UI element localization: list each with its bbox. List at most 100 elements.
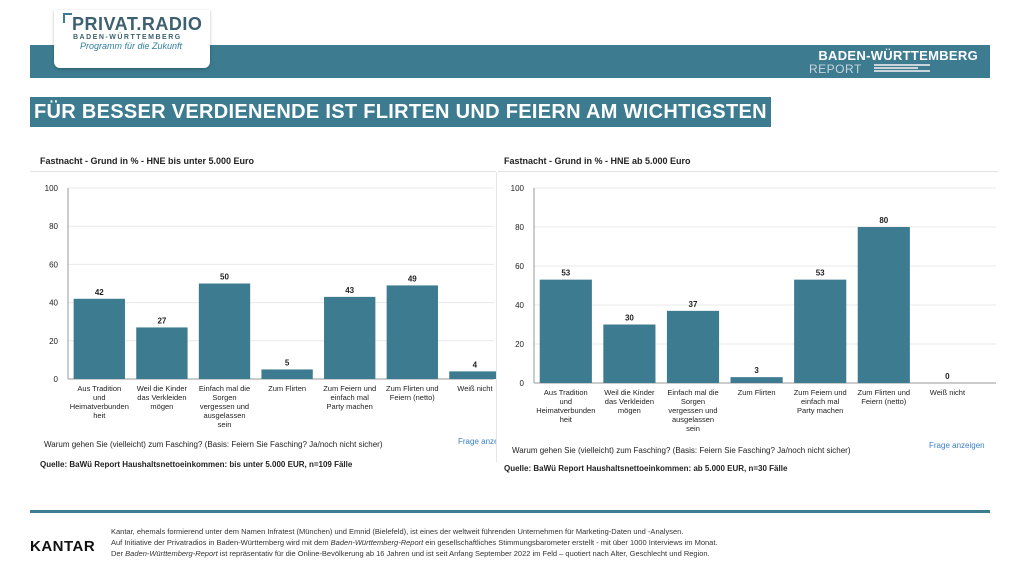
x-tick-label: Zum Flirten: [738, 388, 776, 397]
bar: [666, 310, 720, 383]
data-label: 5: [285, 358, 290, 367]
chart-panel-left: Fastnacht - Grund in % - HNE bis unter 5…: [30, 150, 496, 480]
footer-line-3: Der Baden-Württemberg-Report ist repräse…: [111, 549, 710, 558]
brand-line2: REPORT: [809, 62, 862, 76]
data-label: 0: [945, 372, 950, 381]
bar: [386, 285, 438, 379]
question-text: Warum gehen Sie (vielleicht) zum Faschin…: [44, 440, 383, 449]
x-tick-label: sein: [686, 424, 700, 433]
y-tick-label: 0: [54, 375, 59, 384]
logo-corner-mark: [63, 13, 72, 23]
chart-panel-right: Fastnacht - Grund in % - HNE ab 5.000 Eu…: [498, 150, 998, 480]
data-label: 27: [157, 316, 166, 325]
bar: [539, 279, 592, 383]
x-tick-label: sein: [218, 420, 232, 429]
x-tick-label: Aus Tradition: [544, 388, 588, 397]
bar: [73, 298, 125, 379]
title-divider: [498, 171, 998, 172]
x-tick-label: Heimatverbunden: [70, 402, 129, 411]
brand-line1: BADEN-WÜRTTEMBERG: [818, 48, 978, 63]
y-tick-label: 80: [515, 223, 524, 232]
question-text: Warum gehen Sie (vielleicht) zum Faschin…: [512, 446, 851, 455]
x-tick-label: Einfach mal die: [199, 384, 250, 393]
data-label: 53: [816, 269, 825, 278]
x-tick-label: einfach mal: [801, 397, 840, 406]
data-label: 37: [689, 300, 698, 309]
y-tick-label: 20: [515, 340, 524, 349]
data-label: 3: [754, 366, 759, 375]
x-tick-label: Zum Flirten und: [386, 384, 439, 393]
data-label: 43: [345, 286, 354, 295]
x-tick-label: Zum Feiern und: [323, 384, 376, 393]
bar: [730, 377, 783, 383]
x-tick-label: ausgelassen: [203, 411, 245, 420]
panel-divider: [496, 172, 497, 462]
x-tick-label: Zum Flirten und: [858, 388, 911, 397]
title-divider: [30, 171, 496, 172]
chart-title: Fastnacht - Grund in % - HNE bis unter 5…: [40, 156, 255, 166]
y-tick-label: 40: [49, 299, 58, 308]
x-tick-label: das Verkleiden: [605, 397, 654, 406]
y-tick-label: 40: [515, 301, 524, 310]
kantar-logo: KANTAR: [30, 538, 96, 555]
frage-anzeigen-link[interactable]: Frage anzeigen: [458, 437, 496, 446]
x-tick-label: Party machen: [797, 406, 843, 415]
y-tick-label: 60: [49, 260, 58, 269]
footer-divider: [30, 510, 990, 513]
x-tick-label: und: [93, 393, 106, 402]
logo-tagline: Programm für die Zukunft: [80, 41, 183, 51]
x-tick-label: Weiß nicht: [930, 388, 966, 397]
footer-line-1: Kantar, ehemals formierend unter dem Nam…: [111, 527, 684, 536]
frage-anzeigen-link[interactable]: Frage anzeigen: [929, 441, 985, 450]
logo-subtitle: BADEN-WÜRTTEMBERG: [73, 34, 182, 41]
y-tick-label: 60: [515, 262, 524, 271]
source-text: Quelle: BaWü Report Haushaltsnettoeinkom…: [40, 460, 353, 469]
bar: [794, 279, 847, 383]
source-text: Quelle: BaWü Report Haushaltsnettoeinkom…: [504, 464, 788, 473]
bar: [261, 369, 313, 379]
x-tick-label: Weil die Kinder: [137, 384, 188, 393]
x-tick-label: einfach mal: [331, 393, 370, 402]
footer-line-2: Auf Initiative der Privatradios in Baden…: [111, 538, 718, 547]
data-label: 4: [473, 360, 478, 369]
bar: [136, 327, 188, 379]
x-tick-label: Zum Flirten: [268, 384, 306, 393]
x-tick-label: Feiern (netto): [390, 393, 436, 402]
data-label: 42: [95, 288, 104, 297]
x-tick-label: das Verkleiden: [137, 393, 186, 402]
x-tick-label: Sorgen: [681, 397, 705, 406]
x-tick-label: mögen: [618, 406, 641, 415]
x-tick-label: vergessen und: [668, 406, 717, 415]
bar: [449, 371, 496, 379]
x-tick-label: Zum Feiern und: [794, 388, 847, 397]
data-label: 50: [220, 273, 229, 282]
bar: [324, 296, 376, 379]
y-tick-label: 80: [49, 222, 58, 231]
x-tick-label: Einfach mal die: [667, 388, 718, 397]
y-tick-label: 20: [49, 337, 58, 346]
x-tick-label: vergessen und: [200, 402, 249, 411]
logo-title: PRIVAT.RADIO: [72, 14, 203, 34]
x-tick-label: und: [560, 397, 573, 406]
y-tick-label: 100: [511, 184, 525, 193]
footer-text: Kantar, ehemals formierend unter dem Nam…: [111, 526, 718, 559]
x-tick-label: Aus Tradition: [77, 384, 121, 393]
x-tick-label: Party machen: [327, 402, 373, 411]
bar: [198, 283, 251, 379]
x-tick-label: Heimatverbunden: [536, 406, 595, 415]
bar: [857, 227, 910, 383]
x-tick-label: Weil die Kinder: [604, 388, 655, 397]
bar-chart-left: 0 20 40 60 80 100 42 Aus TraditionundHeimatverb…: [45, 184, 496, 429]
data-label: 49: [408, 274, 417, 283]
data-label: 53: [561, 269, 570, 278]
bar: [603, 324, 656, 383]
x-tick-label: mögen: [150, 402, 173, 411]
x-tick-label: Weiß nicht: [457, 384, 493, 393]
data-label: 30: [625, 314, 634, 323]
y-tick-label: 100: [45, 184, 59, 193]
brand-bars-decoration: [874, 64, 930, 75]
x-tick-label: Sorgen: [212, 393, 236, 402]
privat-radio-logo: [54, 10, 210, 68]
data-label: 80: [879, 216, 888, 225]
x-tick-label: heit: [560, 415, 573, 424]
